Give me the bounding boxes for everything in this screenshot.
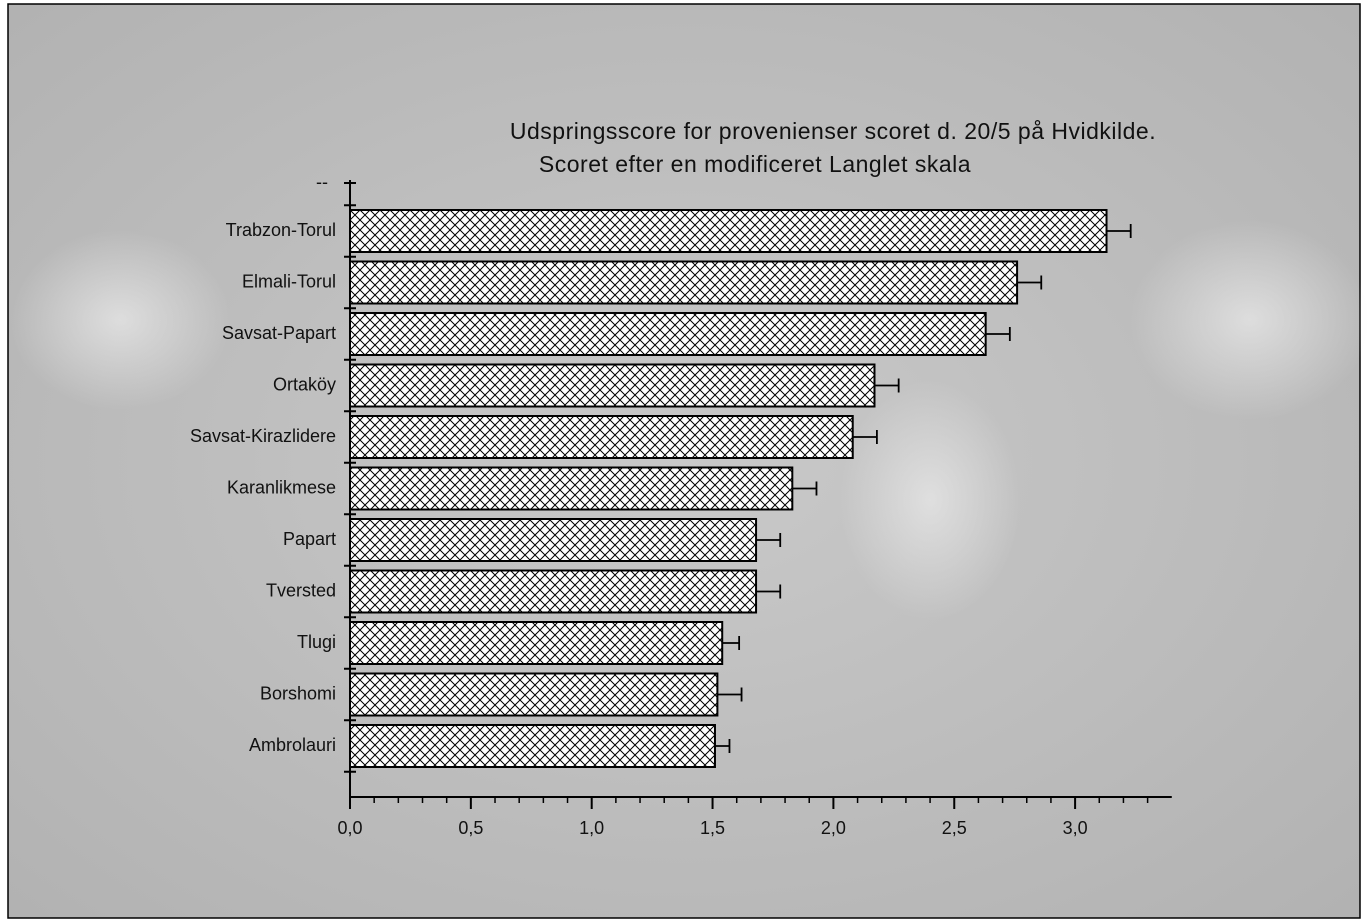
bar <box>349 209 1108 253</box>
y-tick-label: Ambrolauri <box>249 735 336 755</box>
chart-title: Udspringsscore for provenienser scoret d… <box>510 118 1156 144</box>
error-bar <box>756 533 782 547</box>
y-tick-label: Savsat-Papart <box>222 323 336 343</box>
error-bar <box>722 636 741 650</box>
chart-subtitle: Scoret efter en modificeret Langlet skal… <box>539 151 971 177</box>
y-tick-label: Elmali-Torul <box>242 271 336 291</box>
bar <box>349 363 876 408</box>
error-bar <box>852 430 878 444</box>
bar <box>349 672 719 717</box>
error-bar <box>714 739 731 753</box>
bar <box>349 569 758 614</box>
error-bar <box>756 584 782 599</box>
bar <box>349 415 854 459</box>
x-tick-label: 1,0 <box>579 818 604 838</box>
x-tick-label: 2,0 <box>821 818 846 838</box>
y-tick-label: Tlugi <box>297 632 336 652</box>
y-top-label: -- <box>316 172 328 192</box>
y-tick-label: Borshomi <box>260 683 336 703</box>
error-bar <box>1106 224 1132 238</box>
y-tick-label: Papart <box>283 529 336 549</box>
error-bar <box>985 327 1011 341</box>
bar <box>349 312 987 356</box>
bar <box>349 466 794 511</box>
x-tick-label: 2,5 <box>942 818 967 838</box>
x-tick-label: 1,5 <box>700 818 725 838</box>
y-tick-label: Trabzon-Torul <box>226 220 336 240</box>
plot: 0,0 0,5 1,0 1,5 2,0 2,5 3,0 Trabzon-Torul Elmali… <box>190 180 1172 838</box>
y-tick-label: Karanlikmese <box>227 477 336 497</box>
bar <box>349 518 758 562</box>
error-bar <box>1017 275 1043 290</box>
y-tick-label: Ortaköy <box>273 374 336 394</box>
y-tick-label: Savsat-Kirazlidere <box>190 426 336 446</box>
bar <box>349 260 1019 305</box>
error-bar <box>874 378 900 393</box>
background-glow <box>10 230 230 410</box>
x-tick-label: 0,5 <box>458 818 483 838</box>
x-tick-label: 0,0 <box>337 818 362 838</box>
background-glow <box>840 380 1020 620</box>
background-glow <box>1130 220 1368 420</box>
x-tick-label: 3,0 <box>1063 818 1088 838</box>
y-tick-label: Tversted <box>266 580 336 600</box>
error-bar <box>792 481 818 496</box>
error-bar <box>717 687 743 702</box>
bar <box>349 621 724 665</box>
bar <box>349 724 716 768</box>
